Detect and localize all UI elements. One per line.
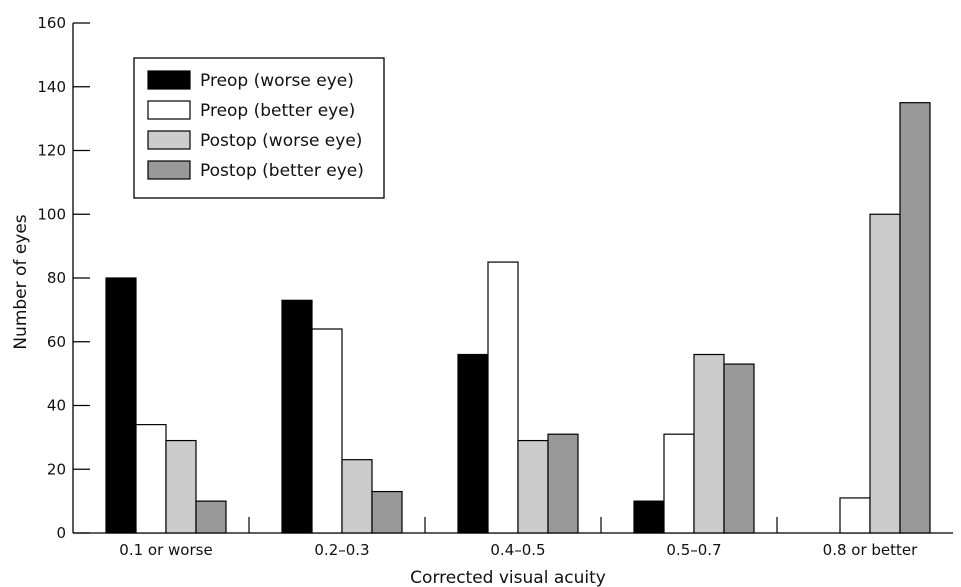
y-tick-label: 20	[47, 460, 66, 478]
y-tick-label: 140	[37, 78, 66, 96]
y-tick-label: 0	[56, 524, 66, 542]
legend-label-3: Postop (worse eye)	[200, 131, 362, 151]
x-tick-label: 0.4–0.5	[490, 541, 545, 559]
bar-4-4	[723, 363, 755, 534]
y-tick-label: 120	[37, 142, 66, 160]
bar-3-2	[341, 459, 373, 534]
bar-3-4	[693, 353, 725, 534]
x-tick-label: 0.2–0.3	[314, 541, 369, 559]
bars	[105, 102, 931, 534]
bar-1-2	[281, 299, 313, 534]
bar-1-4	[633, 500, 665, 534]
legend-swatch-4	[147, 160, 191, 180]
legend-label-1: Preop (worse eye)	[200, 71, 354, 91]
bar-3-1	[165, 439, 197, 534]
x-tick-label: 0.5–0.7	[666, 541, 721, 559]
y-tick-label: 40	[47, 397, 66, 415]
y-tick-label: 60	[47, 333, 66, 351]
x-tick-label: 0.1 or worse	[119, 541, 212, 559]
y-axis: 0 20 40 60 80 100 120 140 160	[37, 14, 90, 542]
bar-3-3	[517, 439, 549, 534]
bar-2-3	[487, 261, 519, 534]
y-tick-label: 160	[37, 14, 66, 32]
bar-1-3	[457, 353, 489, 534]
legend-swatch-3	[147, 130, 191, 150]
legend: Preop (worse eye) Preop (better eye) Posto…	[133, 57, 385, 199]
legend-label-2: Preop (better eye)	[200, 101, 355, 121]
bar-1-1	[105, 277, 137, 534]
x-axis-title: Corrected visual acuity	[410, 568, 606, 587]
x-tick-label: 0.8 or better	[823, 541, 918, 559]
bar-2-5	[839, 497, 871, 534]
legend-label-4: Postop (better eye)	[200, 161, 364, 181]
bar-4-3	[547, 433, 579, 534]
y-axis-title: Number of eyes	[11, 214, 31, 349]
bar-2-4	[663, 433, 695, 534]
legend-swatch-2	[147, 100, 191, 120]
bar-3-5	[869, 213, 901, 534]
bar-2-1	[135, 424, 167, 534]
bar-4-5	[899, 102, 931, 534]
bar-4-1	[195, 500, 227, 534]
bar-2-2	[311, 328, 343, 534]
y-tick-label: 100	[37, 205, 66, 223]
bar-4-2	[371, 490, 403, 534]
y-tick-label: 80	[47, 269, 66, 287]
legend-swatch-1	[147, 70, 191, 90]
